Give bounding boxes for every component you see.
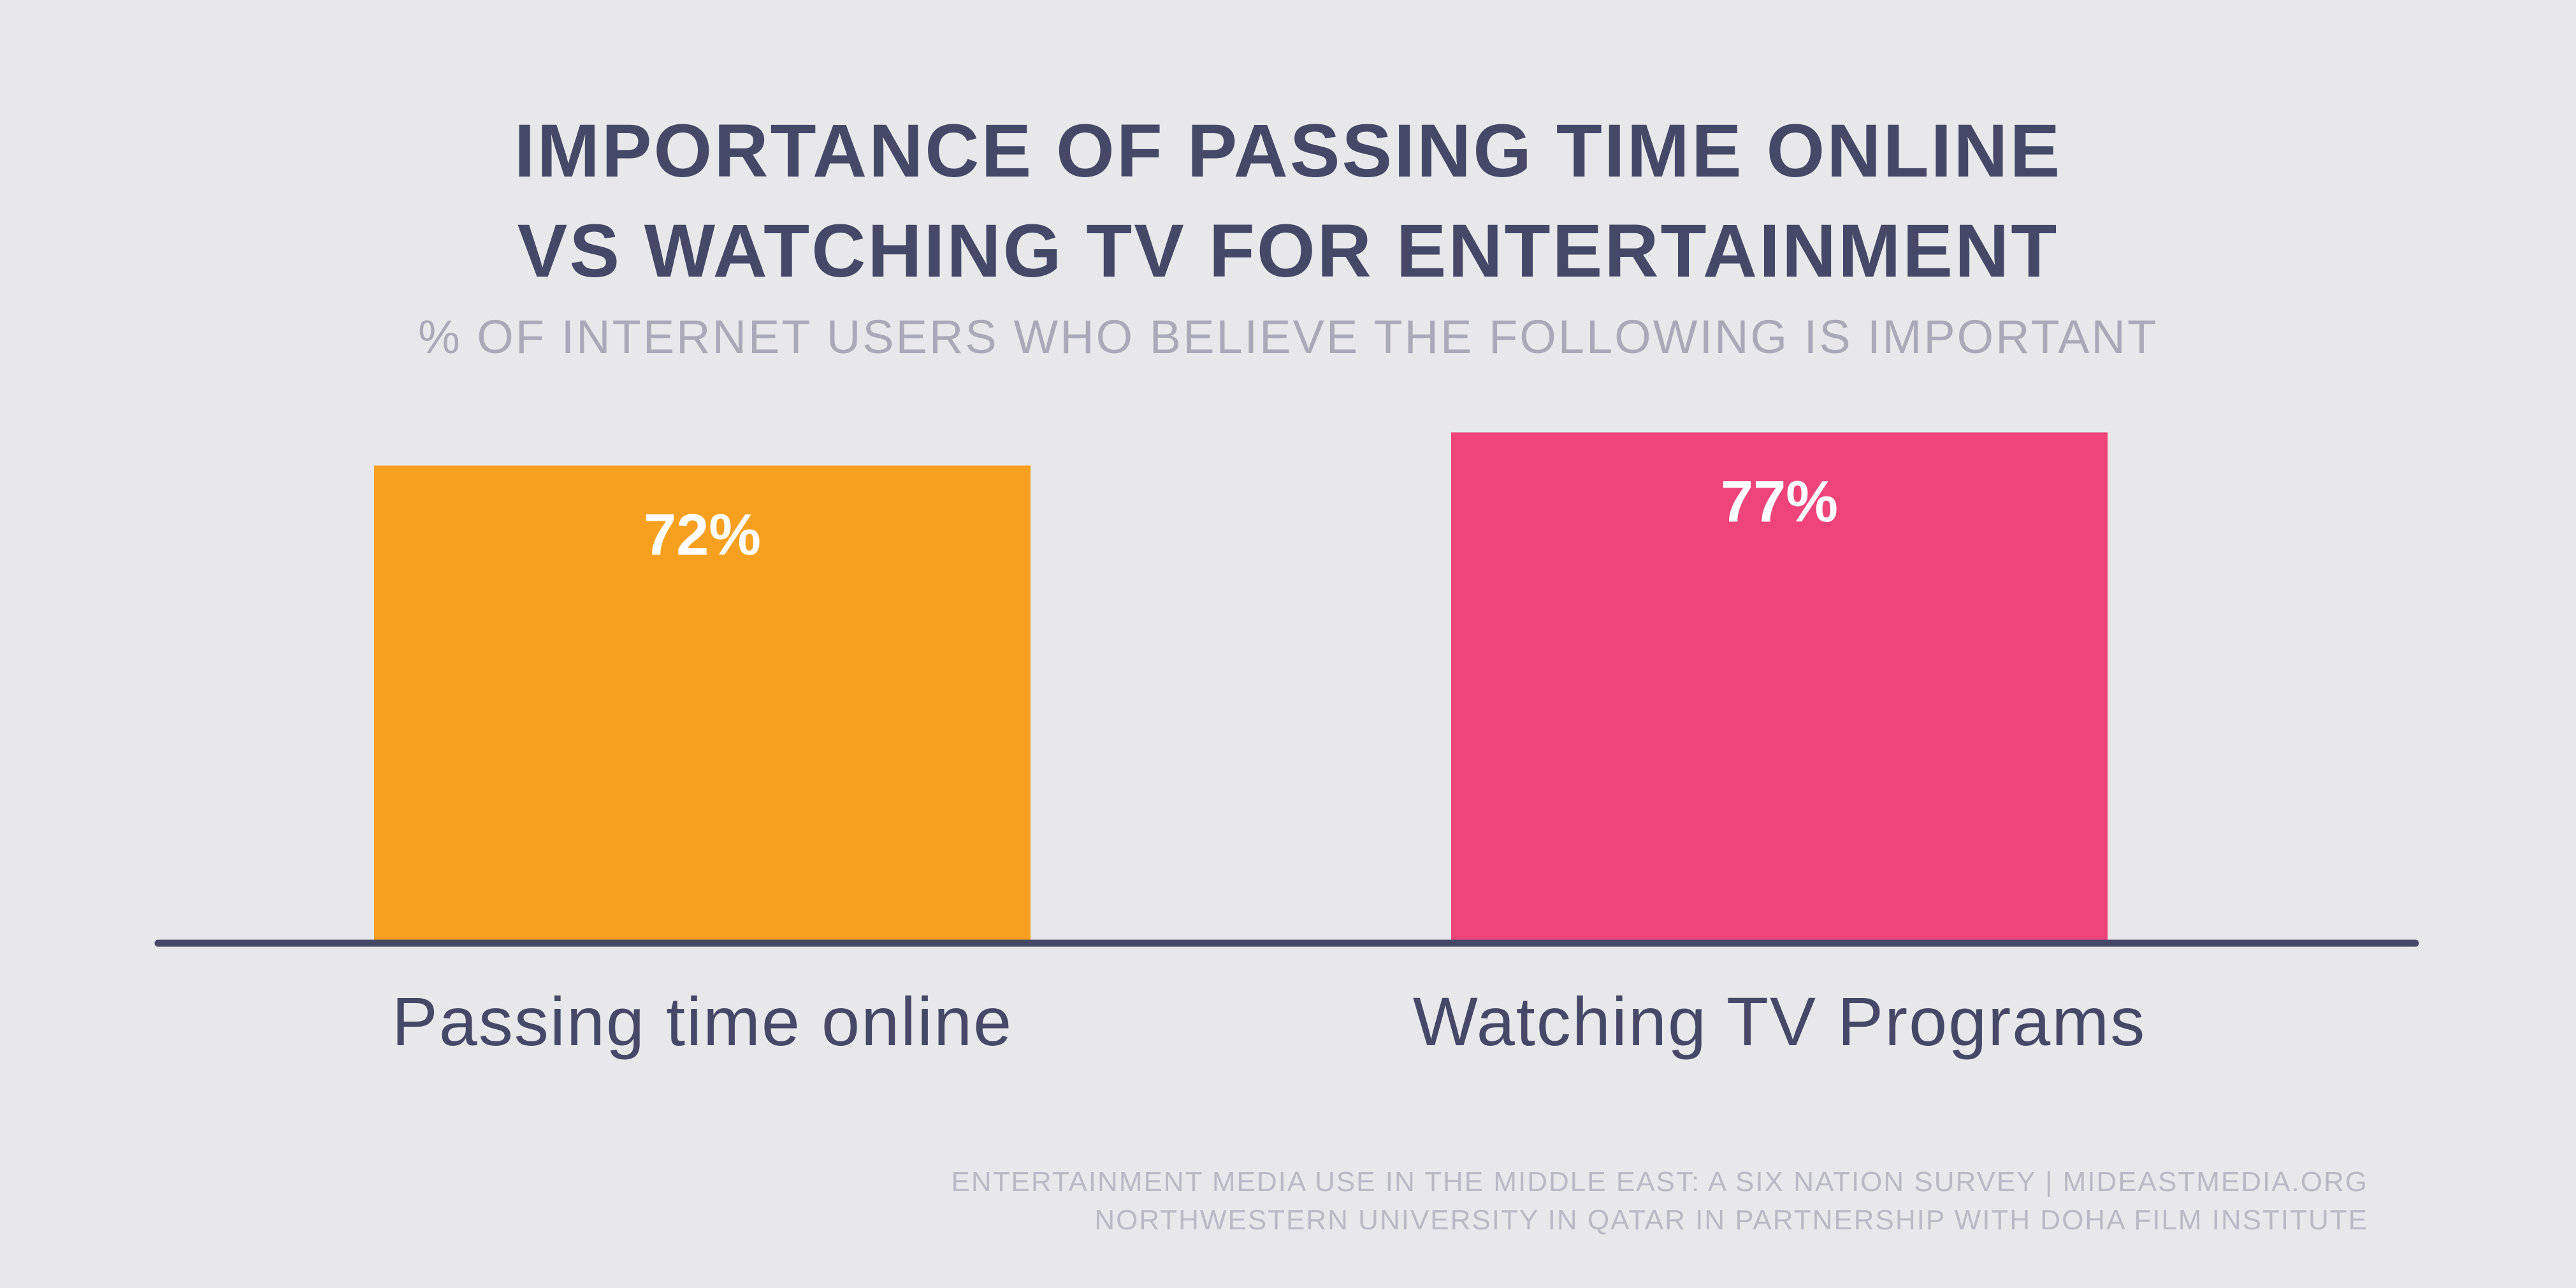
- source-line-1: ENTERTAINMENT MEDIA USE IN THE MIDDLE EA…: [951, 1166, 2368, 1198]
- category-label-1: Passing time online: [392, 983, 1013, 1060]
- source-line-2: NORTHWESTERN UNIVERSITY IN QATAR IN PART…: [1094, 1205, 2368, 1236]
- bar-value-label-1: 72%: [644, 502, 761, 567]
- category-label-2: Watching TV Programs: [1413, 983, 2146, 1060]
- bar-value-label-2: 77%: [1721, 469, 1838, 534]
- bar-2: [1451, 432, 2108, 943]
- chart-title-line-1: IMPORTANCE OF PASSING TIME ONLINE: [514, 109, 2062, 193]
- chart-title-line-2: VS WATCHING TV FOR ENTERTAINMENT: [517, 209, 2059, 293]
- bar-1: [374, 465, 1031, 943]
- chart-subtitle: % OF INTERNET USERS WHO BELIEVE THE FOLL…: [417, 310, 2159, 363]
